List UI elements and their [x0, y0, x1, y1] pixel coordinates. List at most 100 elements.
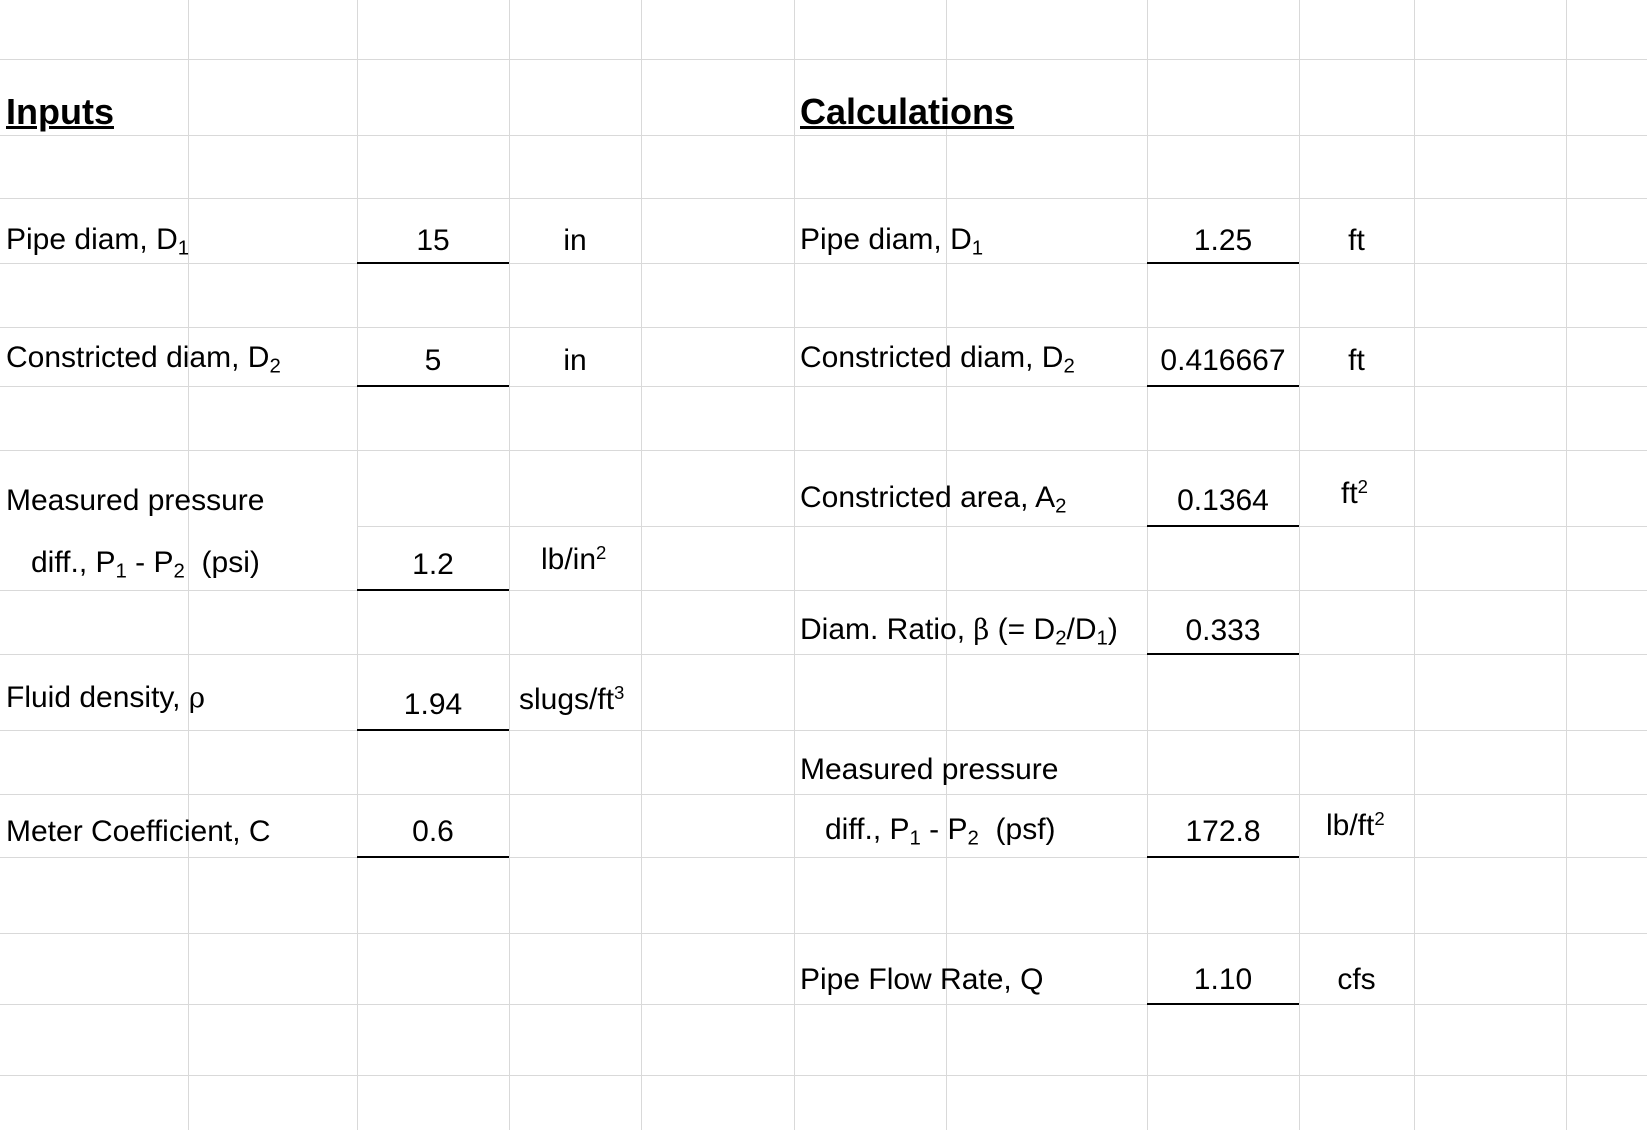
calc-pressure-unit: lb/ft2 — [1326, 808, 1385, 844]
unit-text: slugs/ft — [519, 683, 615, 716]
label-text: (psf) — [978, 813, 1056, 846]
input-pressure-label-line2: diff., P1 - P2 (psi) — [31, 545, 260, 583]
subscript: 2 — [173, 560, 185, 583]
calc-constricted-area-unit: ft2 — [1341, 476, 1368, 512]
gridline — [641, 0, 642, 1130]
label-text: diff., P — [31, 546, 116, 579]
calc-constricted-area-label: Constricted area, A2 — [800, 480, 1067, 518]
rho-symbol: ρ — [188, 681, 206, 714]
beta-symbol: β — [973, 613, 990, 646]
label-text: Constricted diam, D — [6, 341, 270, 374]
gridline — [1566, 0, 1567, 1130]
input-density-label: Fluid density, ρ — [6, 680, 205, 716]
subscript: 2 — [967, 827, 979, 850]
gridline — [0, 730, 1647, 731]
gridline — [1299, 0, 1300, 1130]
subscript: 1 — [177, 237, 190, 260]
input-constricted-diam-value[interactable]: 5 — [424, 344, 442, 377]
gridline — [0, 794, 1647, 795]
gridline — [0, 386, 1647, 387]
superscript: 2 — [1374, 807, 1385, 829]
subscript: 2 — [1055, 627, 1067, 650]
value-underline — [1147, 262, 1299, 264]
gridline — [794, 0, 795, 1130]
value-underline — [1147, 653, 1299, 655]
calc-constricted-area-value[interactable]: 0.1364 — [1177, 484, 1269, 517]
label-text: (psi) — [184, 546, 260, 579]
gridline — [357, 526, 1647, 527]
value-underline — [1147, 1003, 1299, 1005]
label-text: ) — [1107, 613, 1118, 646]
input-pressure-label-line1: Measured pressure — [6, 484, 265, 517]
unit-text: ft — [1341, 477, 1358, 510]
calc-flow-rate-value[interactable]: 1.10 — [1193, 963, 1253, 996]
subscript: 1 — [115, 560, 127, 583]
input-pressure-value[interactable]: 1.2 — [412, 548, 454, 581]
label-text: Pipe diam, D — [800, 223, 972, 256]
input-density-value[interactable]: 1.94 — [403, 688, 463, 721]
gridline — [0, 857, 1647, 858]
gridline — [0, 654, 1647, 655]
unit-text: lb/ft — [1326, 809, 1375, 842]
gridline — [1147, 0, 1148, 1130]
unit-text: lb/in — [541, 543, 597, 576]
calculations-title: Calculations — [800, 91, 1015, 132]
input-density-unit: slugs/ft3 — [519, 682, 624, 718]
gridline — [946, 0, 947, 1130]
superscript: 3 — [614, 681, 625, 703]
label-text: Fluid density, — [6, 681, 189, 714]
value-underline — [357, 729, 509, 731]
calc-diam-ratio-value[interactable]: 0.333 — [1185, 614, 1261, 647]
input-pressure-unit: lb/in2 — [541, 542, 606, 578]
subscript: 2 — [269, 355, 281, 378]
calc-pipe-diam-label: Pipe diam, D1 — [800, 222, 984, 260]
value-underline — [1147, 856, 1299, 858]
gridline — [1414, 0, 1415, 1130]
label-text: /D — [1066, 613, 1097, 646]
calc-pipe-diam-value[interactable]: 1.25 — [1193, 224, 1253, 257]
calc-constricted-diam-label: Constricted diam, D2 — [800, 340, 1075, 378]
gridline — [0, 59, 1647, 60]
subscript: 1 — [909, 827, 921, 850]
calc-pressure-label-line1: Measured pressure — [800, 753, 1059, 786]
value-underline — [357, 589, 509, 591]
input-pipe-diam-unit: in — [563, 224, 587, 257]
value-underline — [1147, 385, 1299, 387]
gridline — [0, 450, 1647, 451]
superscript: 2 — [596, 541, 607, 563]
gridline — [188, 0, 189, 1130]
subscript: 2 — [1063, 355, 1075, 378]
subscript: 2 — [1055, 495, 1067, 518]
gridline — [0, 198, 1647, 199]
calc-constricted-diam-value[interactable]: 0.416667 — [1160, 344, 1286, 377]
label-text: - P — [126, 546, 174, 579]
input-coefficient-value[interactable]: 0.6 — [412, 815, 454, 848]
label-text: Diam. Ratio, — [800, 613, 974, 646]
calc-constricted-diam-unit: ft — [1348, 344, 1365, 377]
inputs-title: Inputs — [6, 91, 114, 132]
label-text: (= D — [989, 613, 1056, 646]
label-text: - P — [920, 813, 968, 846]
label-text: Constricted area, A — [800, 481, 1056, 514]
calc-diam-ratio-label: Diam. Ratio, β (= D2/D1) — [800, 612, 1118, 650]
gridline — [0, 327, 1647, 328]
input-pipe-diam-value[interactable]: 15 — [416, 224, 450, 257]
subscript: 1 — [1096, 627, 1108, 650]
gridline — [0, 1004, 1647, 1005]
input-constricted-diam-unit: in — [563, 344, 587, 377]
value-underline — [357, 856, 509, 858]
calc-pressure-value[interactable]: 172.8 — [1185, 815, 1261, 848]
input-constricted-diam-label: Constricted diam, D2 — [6, 340, 281, 378]
value-underline — [1147, 525, 1299, 527]
label-text: Pipe diam, D — [6, 223, 178, 256]
subscript: 1 — [971, 237, 984, 260]
label-text: diff., P — [825, 813, 910, 846]
gridline — [357, 0, 358, 1130]
gridline — [0, 1075, 1647, 1076]
calc-flow-rate-unit: cfs — [1337, 963, 1376, 996]
gridline — [0, 135, 1647, 136]
gridline — [509, 0, 510, 1130]
value-underline — [357, 385, 509, 387]
value-underline — [357, 262, 509, 264]
